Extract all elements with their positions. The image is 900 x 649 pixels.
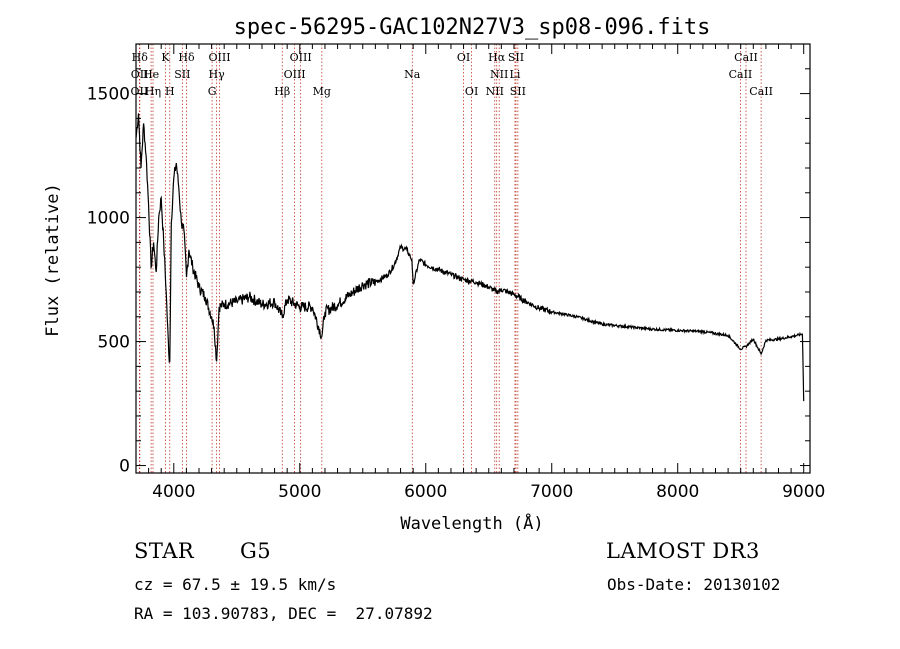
y-tick-label-3: 1500 bbox=[87, 85, 130, 105]
spectral-subclass: G5 bbox=[240, 539, 272, 563]
coordinates: RA = 103.90783, DEC = 27.07892 bbox=[134, 604, 433, 623]
marker-label-2: OII bbox=[131, 68, 149, 81]
marker-label-5: K bbox=[161, 51, 170, 64]
y-tick-label-1: 500 bbox=[98, 333, 130, 353]
marker-label-6: H bbox=[165, 85, 175, 98]
marker-label-3: He bbox=[143, 68, 159, 81]
marker-label-25: CaII bbox=[729, 68, 753, 81]
marker-label-16: Na bbox=[404, 68, 421, 81]
marker-label-20: Hα bbox=[488, 51, 506, 64]
y-axis: 0 500 1000 1500 bbox=[87, 43, 810, 477]
marker-label-9: G bbox=[208, 85, 217, 98]
marker-label-4: Hη bbox=[145, 85, 161, 98]
y-axis-label: Flux (relative) bbox=[43, 183, 63, 337]
marker-label-24: SII bbox=[510, 85, 526, 98]
marker-label-23: SII bbox=[508, 51, 524, 64]
marker-label-10: Hγ bbox=[209, 68, 226, 81]
x-tick-label-5: 9000 bbox=[782, 482, 825, 502]
x-tick-label-2: 6000 bbox=[404, 482, 447, 502]
x-axis: 4000 5000 6000 7000 8000 9000 bbox=[135, 44, 825, 502]
marker-label-1: Hδ bbox=[132, 51, 149, 64]
marker-label-17: OI bbox=[457, 51, 470, 64]
spectrum-line bbox=[135, 113, 805, 402]
x-tick-label-3: 7000 bbox=[530, 482, 573, 502]
marker-label-0: OII bbox=[131, 85, 149, 98]
marker-label-18: OI bbox=[465, 85, 478, 98]
marker-label-14: OIII bbox=[290, 51, 312, 64]
marker-label-8: Hδ bbox=[178, 51, 195, 64]
y-tick-label-2: 1000 bbox=[87, 209, 130, 229]
x-tick-label-0: 4000 bbox=[152, 482, 195, 502]
marker-label-27: CaII bbox=[749, 85, 773, 98]
marker-label-11: OIII bbox=[208, 51, 230, 64]
observation-date: Obs-Date: 20130102 bbox=[607, 575, 781, 594]
marker-label-22: Li bbox=[510, 68, 521, 81]
spectral-line-labels: OIIHδOIIHeHηKHSIIHδGHγOIIIHβOIIIOIIIMgNa… bbox=[131, 51, 773, 98]
marker-label-26: CaII bbox=[734, 51, 758, 64]
x-tick-label-1: 5000 bbox=[278, 482, 321, 502]
x-tick-label-4: 8000 bbox=[656, 482, 699, 502]
marker-label-13: OIII bbox=[284, 68, 306, 81]
plot-frame bbox=[135, 43, 811, 474]
marker-label-12: Hβ bbox=[274, 85, 290, 98]
marker-label-15: Mg bbox=[313, 85, 331, 98]
marker-label-19: NII bbox=[486, 85, 504, 98]
survey-name: LAMOST DR3 bbox=[606, 539, 760, 563]
marker-label-7: SII bbox=[174, 68, 190, 81]
redshift-cz: cz = 67.5 ± 19.5 km/s bbox=[134, 575, 337, 594]
chart-title: spec-56295-GAC102N27V3_sp08-096.fits bbox=[234, 15, 711, 40]
marker-label-21: NII bbox=[490, 68, 508, 81]
object-class: STAR bbox=[134, 539, 195, 563]
y-tick-label-0: 0 bbox=[119, 457, 130, 477]
spectral-line-markers bbox=[139, 44, 762, 473]
x-axis-label: Wavelength (Å) bbox=[400, 512, 543, 534]
